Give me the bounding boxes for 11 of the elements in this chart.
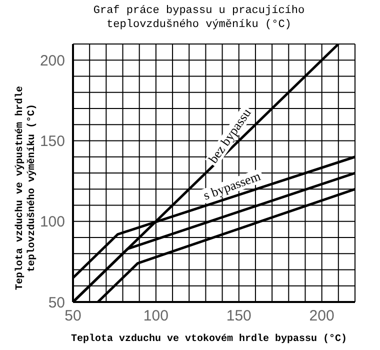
y-axis-title: Teplota vzduchu ve výpustném hrdle teplovzdušného výměníku (°C) [15, 84, 39, 292]
x-tick-label: 200 [309, 308, 334, 325]
x-tick-label: 100 [143, 308, 168, 325]
x-tick-label: 50 [64, 308, 82, 325]
chart-title: Graf práce bypassu u pracujícího teplovzdušného výměníku (°C) [92, 4, 306, 32]
y-tick-label: 50 [48, 294, 65, 312]
y-tick-label: 200 [40, 52, 65, 70]
x-axis-title: Teplota vzduchu ve vtokovém hrdle bypassu (°C) [70, 334, 348, 346]
y-tick-label: 150 [40, 133, 65, 150]
y-tick-label: 100 [40, 214, 65, 231]
x-tick-label: 150 [226, 308, 252, 325]
